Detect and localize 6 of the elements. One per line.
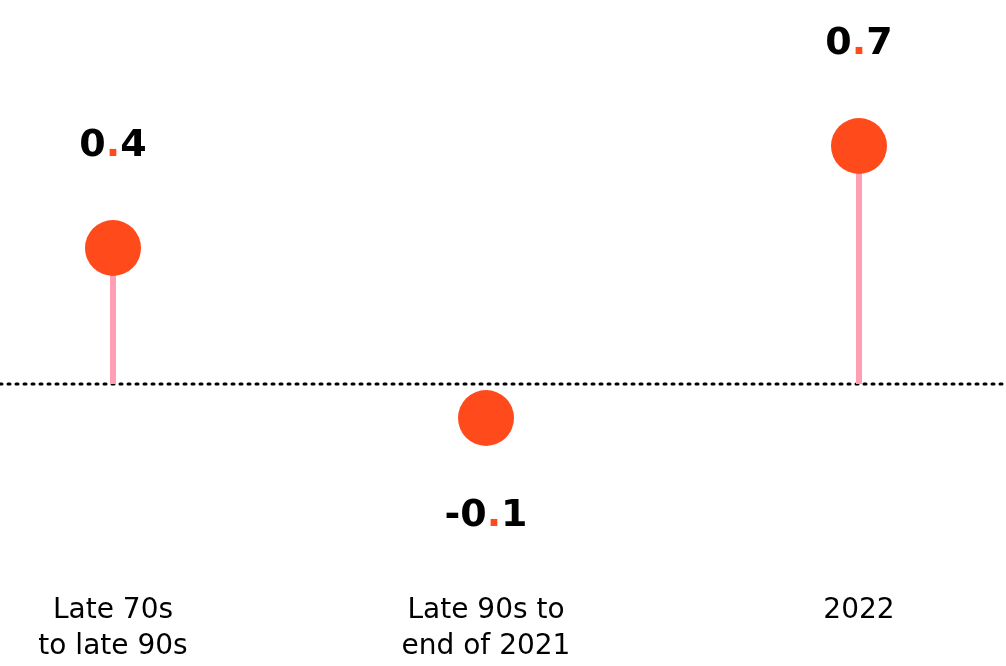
- data-label: 0.7: [825, 19, 893, 63]
- x-tick-label: 2022: [823, 592, 895, 625]
- x-tick-label: Late 90s to end of 2021: [401, 592, 571, 661]
- x-tick-label: Late 70s to late 90s: [38, 592, 188, 661]
- data-label: -0.1: [444, 491, 528, 535]
- data-label: 0.4: [79, 121, 147, 165]
